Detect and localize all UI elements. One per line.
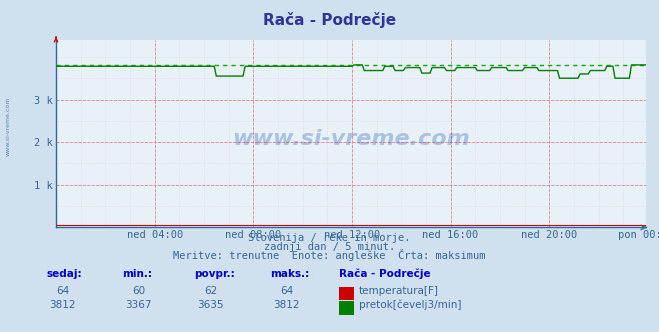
Text: Meritve: trenutne  Enote: angleške  Črta: maksimum: Meritve: trenutne Enote: angleške Črta: … (173, 249, 486, 261)
Text: min.:: min.: (122, 269, 152, 279)
Text: 3812: 3812 (49, 300, 76, 310)
Text: zadnji dan / 5 minut.: zadnji dan / 5 minut. (264, 242, 395, 252)
Text: 60: 60 (132, 286, 145, 296)
Text: pretok[čevelj3/min]: pretok[čevelj3/min] (359, 299, 462, 310)
Text: www.si-vreme.com: www.si-vreme.com (5, 96, 11, 156)
Text: www.si-vreme.com: www.si-vreme.com (232, 129, 470, 149)
Text: sedaj:: sedaj: (46, 269, 82, 279)
Text: povpr.:: povpr.: (194, 269, 235, 279)
Text: Slovenija / reke in morje.: Slovenija / reke in morje. (248, 233, 411, 243)
Text: maks.:: maks.: (270, 269, 310, 279)
Text: 64: 64 (280, 286, 293, 296)
Text: 64: 64 (56, 286, 69, 296)
Text: 3812: 3812 (273, 300, 300, 310)
Text: 3635: 3635 (198, 300, 224, 310)
Text: 62: 62 (204, 286, 217, 296)
Text: 3367: 3367 (125, 300, 152, 310)
Text: Rača - Podrečje: Rača - Podrečje (339, 269, 431, 279)
Text: temperatura[F]: temperatura[F] (359, 286, 439, 296)
Text: Rača - Podrečje: Rača - Podrečje (263, 12, 396, 28)
